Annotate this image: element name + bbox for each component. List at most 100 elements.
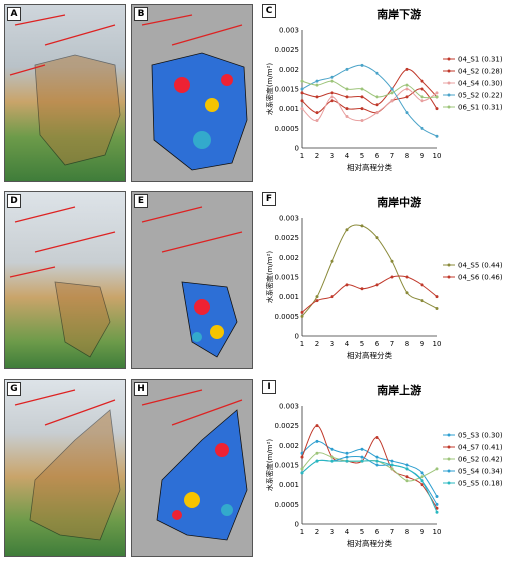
data-point bbox=[390, 91, 394, 95]
y-tick-label: 0.0005 bbox=[275, 501, 300, 509]
series-line bbox=[301, 459, 438, 513]
y-tick-label: 0.0025 bbox=[275, 422, 300, 430]
y-axis-label: 水系密度(m/m²) bbox=[265, 251, 274, 304]
x-tick-label: 2 bbox=[315, 528, 319, 536]
data-point bbox=[405, 475, 409, 479]
data-point bbox=[330, 75, 334, 79]
data-point bbox=[375, 435, 379, 439]
data-point bbox=[360, 224, 364, 228]
y-axis-label: 水系密度(m/m²) bbox=[265, 439, 274, 492]
x-tick-label: 7 bbox=[390, 528, 394, 536]
y-tick-label: 0 bbox=[295, 145, 299, 153]
panel-label: A bbox=[7, 7, 21, 21]
data-point bbox=[315, 111, 319, 115]
data-point bbox=[405, 291, 409, 295]
chart-title: 南岸上游 bbox=[377, 383, 421, 397]
data-point bbox=[435, 494, 439, 498]
legend-label: 04_S5 (0.44) bbox=[458, 262, 503, 270]
data-point bbox=[405, 463, 409, 467]
data-point bbox=[435, 107, 439, 111]
y-tick-label: 0.0015 bbox=[275, 86, 300, 94]
series-line bbox=[301, 80, 438, 99]
data-point bbox=[420, 79, 424, 83]
legend-label: 04_S4 (0.30) bbox=[458, 80, 503, 88]
data-point bbox=[405, 479, 409, 483]
data-point bbox=[345, 95, 349, 99]
x-tick-label: 2 bbox=[315, 152, 319, 160]
data-point bbox=[375, 459, 379, 463]
terrain-map bbox=[5, 5, 125, 181]
data-point bbox=[435, 506, 439, 510]
y-tick-label: 0.002 bbox=[279, 66, 299, 74]
density-map bbox=[132, 5, 252, 181]
data-point bbox=[345, 115, 349, 119]
data-point bbox=[315, 83, 319, 87]
x-tick-label: 8 bbox=[405, 152, 409, 160]
data-point bbox=[435, 95, 439, 99]
panel-label: H bbox=[134, 382, 148, 396]
data-point bbox=[300, 471, 304, 475]
data-point bbox=[405, 95, 409, 99]
series-line bbox=[301, 452, 438, 482]
data-point bbox=[360, 459, 364, 463]
x-tick-label: 3 bbox=[330, 152, 334, 160]
data-point bbox=[315, 79, 319, 83]
data-point bbox=[360, 455, 364, 459]
data-point bbox=[375, 455, 379, 459]
legend-marker bbox=[447, 93, 451, 97]
data-point bbox=[360, 63, 364, 67]
data-point bbox=[390, 99, 394, 103]
series-line bbox=[301, 64, 438, 137]
data-point bbox=[315, 439, 319, 443]
y-tick-label: 0 bbox=[295, 521, 299, 529]
data-point bbox=[435, 502, 439, 506]
x-tick-label: 6 bbox=[375, 152, 380, 160]
data-point bbox=[405, 111, 409, 115]
data-point bbox=[390, 467, 394, 471]
x-tick-label: 4 bbox=[345, 528, 350, 536]
data-point bbox=[300, 107, 304, 111]
data-point bbox=[390, 259, 394, 263]
series-line bbox=[301, 440, 438, 497]
data-point bbox=[345, 283, 349, 287]
data-point bbox=[435, 295, 439, 299]
y-tick-label: 0.002 bbox=[279, 254, 299, 262]
x-tick-label: 9 bbox=[420, 152, 424, 160]
data-point bbox=[345, 67, 349, 71]
data-point bbox=[300, 455, 304, 459]
data-point bbox=[345, 459, 349, 463]
data-point bbox=[300, 79, 304, 83]
data-point bbox=[435, 467, 439, 471]
data-point bbox=[315, 118, 319, 122]
map-panel-b: B bbox=[131, 4, 253, 182]
x-axis-label: 相对高程分类 bbox=[347, 350, 392, 360]
data-point bbox=[435, 134, 439, 138]
x-tick-label: 1 bbox=[300, 340, 304, 348]
legend-marker bbox=[447, 469, 451, 473]
data-point bbox=[315, 95, 319, 99]
legend-label: 04_S6 (0.46) bbox=[458, 274, 503, 282]
data-point bbox=[420, 95, 424, 99]
line-chart: 南岸中游 0 0.0005 0.001 0.0015 0.002 0.0025 0.003 1 2… bbox=[265, 195, 503, 360]
map-panel-d: D bbox=[4, 191, 126, 369]
legend-marker bbox=[447, 57, 451, 61]
chart-title: 南岸中游 bbox=[377, 195, 421, 209]
data-point bbox=[315, 295, 319, 299]
data-point bbox=[330, 459, 334, 463]
data-point bbox=[360, 107, 364, 111]
x-tick-label: 1 bbox=[300, 152, 304, 160]
map-panel-g: G bbox=[4, 379, 126, 557]
data-point bbox=[345, 87, 349, 91]
data-point bbox=[390, 463, 394, 467]
chart-title: 南岸下游 bbox=[377, 7, 421, 21]
y-tick-label: 0.003 bbox=[279, 215, 299, 223]
data-point bbox=[360, 447, 364, 451]
legend-marker bbox=[447, 275, 451, 279]
chart-c: C 南岸下游 0 0.0005 0.001 0.0015 0.002 0.0025 0.003… bbox=[262, 4, 503, 182]
data-point bbox=[300, 91, 304, 95]
y-tick-label: 0.003 bbox=[279, 403, 299, 411]
data-point bbox=[375, 95, 379, 99]
x-tick-label: 9 bbox=[420, 340, 424, 348]
legend-label: 06_S2 (0.42) bbox=[458, 456, 503, 464]
panel-label: D bbox=[7, 194, 21, 208]
